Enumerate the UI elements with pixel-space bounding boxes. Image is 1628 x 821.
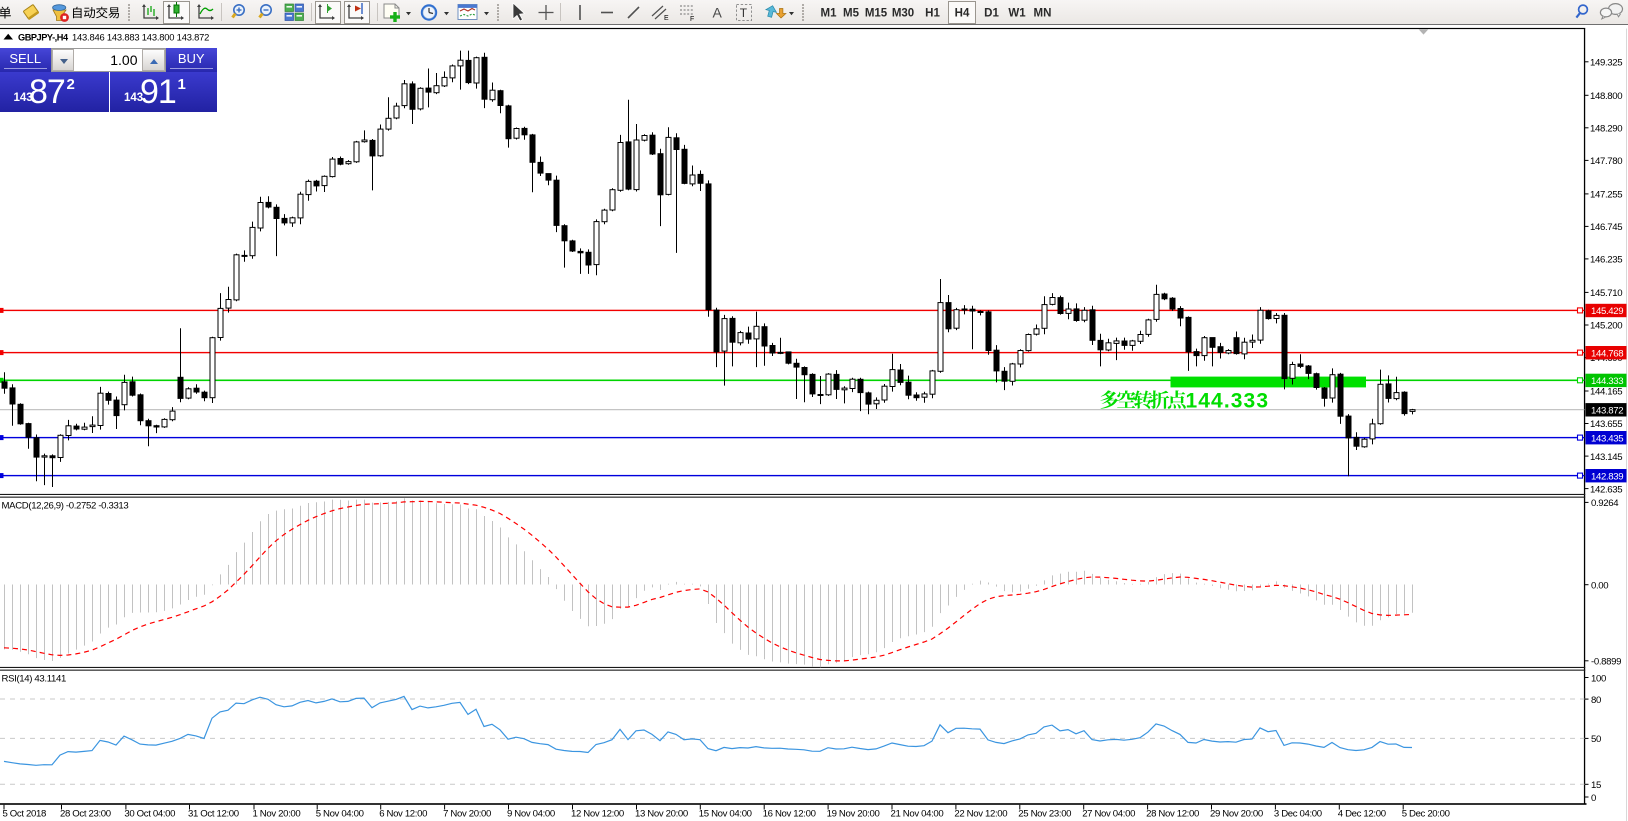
svg-text:146.235: 146.235 xyxy=(1590,255,1622,266)
svg-text:13 Nov 20:00: 13 Nov 20:00 xyxy=(635,809,688,820)
svg-text:15 Nov 04:00: 15 Nov 04:00 xyxy=(699,809,752,820)
svg-text:143.435: 143.435 xyxy=(1591,433,1623,444)
svg-text:30 Oct 04:00: 30 Oct 04:00 xyxy=(124,809,175,820)
svg-text:143.655: 143.655 xyxy=(1590,419,1622,430)
svg-text:143.846 143.883 143.800 143.87: 143.846 143.883 143.800 143.872 xyxy=(72,32,209,43)
svg-text:50: 50 xyxy=(1591,734,1601,745)
svg-text:12 Nov 12:00: 12 Nov 12:00 xyxy=(571,809,624,820)
svg-text:149.325: 149.325 xyxy=(1590,58,1622,69)
svg-text:22 Nov 12:00: 22 Nov 12:00 xyxy=(954,809,1007,820)
svg-text:25 Nov 23:00: 25 Nov 23:00 xyxy=(1018,809,1071,820)
svg-text:143.872: 143.872 xyxy=(1591,406,1623,417)
svg-text:-0.8899: -0.8899 xyxy=(1591,657,1621,668)
svg-text:6 Nov 12:00: 6 Nov 12:00 xyxy=(379,809,427,820)
svg-text:28 Oct 23:00: 28 Oct 23:00 xyxy=(60,809,111,820)
svg-text:5 Dec 20:00: 5 Dec 20:00 xyxy=(1402,809,1450,820)
svg-text:M5: M5 xyxy=(843,8,860,20)
svg-text:5 Oct 2018: 5 Oct 2018 xyxy=(3,809,46,820)
svg-text:143.145: 143.145 xyxy=(1590,452,1622,463)
svg-text:E: E xyxy=(664,15,669,22)
svg-text:M15: M15 xyxy=(865,8,888,20)
svg-text:144.165: 144.165 xyxy=(1590,387,1622,398)
svg-text:9 Nov 04:00: 9 Nov 04:00 xyxy=(507,809,555,820)
svg-text:144.333: 144.333 xyxy=(1186,390,1270,413)
svg-text:31 Oct 12:00: 31 Oct 12:00 xyxy=(188,809,239,820)
svg-text:1 Nov 20:00: 1 Nov 20:00 xyxy=(253,809,301,820)
svg-text:16 Nov 12:00: 16 Nov 12:00 xyxy=(763,809,816,820)
svg-text:A: A xyxy=(713,5,723,21)
svg-text:W1: W1 xyxy=(1008,8,1026,20)
svg-text:145.429: 145.429 xyxy=(1591,306,1623,317)
svg-text:27 Nov 04:00: 27 Nov 04:00 xyxy=(1082,809,1135,820)
svg-text:MACD(12,26,9) -0.2752 -0.3313: MACD(12,26,9) -0.2752 -0.3313 xyxy=(2,501,129,512)
svg-text:146.745: 146.745 xyxy=(1590,222,1622,233)
svg-text:148.290: 148.290 xyxy=(1590,124,1622,135)
svg-text:RSI(14) 43.1141: RSI(14) 43.1141 xyxy=(2,674,66,685)
svg-text:21 Nov 04:00: 21 Nov 04:00 xyxy=(891,809,944,820)
svg-text:D1: D1 xyxy=(984,8,999,20)
svg-text:144.333: 144.333 xyxy=(1591,376,1623,387)
svg-text:28 Nov 12:00: 28 Nov 12:00 xyxy=(1146,809,1199,820)
svg-text:5 Nov 04:00: 5 Nov 04:00 xyxy=(316,809,364,820)
svg-text:147.255: 147.255 xyxy=(1590,190,1622,201)
svg-text:80: 80 xyxy=(1591,695,1601,706)
svg-text:3 Dec 04:00: 3 Dec 04:00 xyxy=(1274,809,1322,820)
svg-text:4 Dec 12:00: 4 Dec 12:00 xyxy=(1338,809,1386,820)
svg-text:19 Nov 20:00: 19 Nov 20:00 xyxy=(827,809,880,820)
svg-text:M30: M30 xyxy=(892,8,914,20)
svg-text:H4: H4 xyxy=(955,8,970,20)
svg-text:0.9264: 0.9264 xyxy=(1591,498,1619,509)
svg-text:142.839: 142.839 xyxy=(1591,471,1623,482)
svg-text:MN: MN xyxy=(1034,8,1052,20)
svg-text:F: F xyxy=(690,16,694,23)
svg-text:H1: H1 xyxy=(925,8,940,20)
svg-text:144.768: 144.768 xyxy=(1591,348,1623,359)
svg-text:T: T xyxy=(740,6,748,20)
svg-text:15: 15 xyxy=(1591,780,1601,791)
svg-text:M1: M1 xyxy=(821,8,838,20)
svg-text:0: 0 xyxy=(1591,793,1596,804)
svg-text:145.710: 145.710 xyxy=(1590,288,1622,299)
svg-text:0.00: 0.00 xyxy=(1591,581,1608,592)
svg-text:GBPJPY-,H4: GBPJPY-,H4 xyxy=(18,33,69,43)
svg-text:148.800: 148.800 xyxy=(1590,91,1622,102)
svg-text:29 Nov 20:00: 29 Nov 20:00 xyxy=(1210,809,1263,820)
svg-text:100: 100 xyxy=(1591,673,1606,684)
svg-text:145.200: 145.200 xyxy=(1590,321,1622,332)
svg-text:147.780: 147.780 xyxy=(1590,156,1622,167)
svg-text:142.635: 142.635 xyxy=(1590,484,1622,495)
svg-text:7 Nov 20:00: 7 Nov 20:00 xyxy=(443,809,491,820)
